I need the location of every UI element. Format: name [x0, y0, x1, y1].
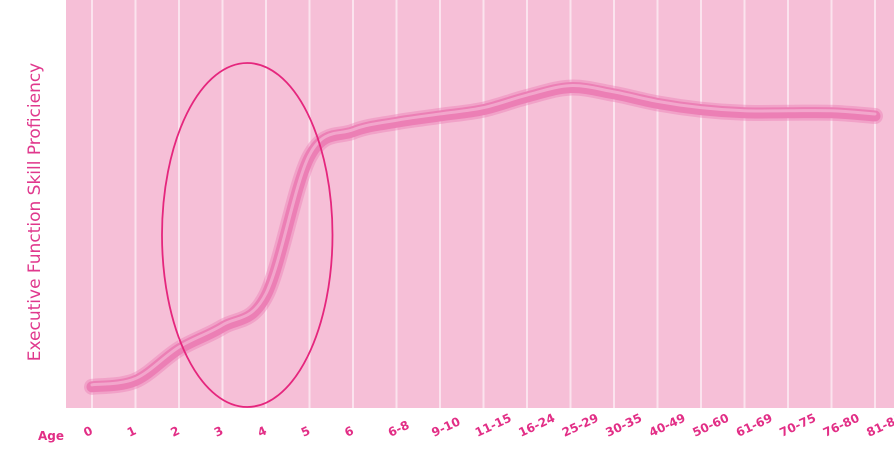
series-layer [84, 79, 883, 395]
data-point-50-60 [699, 108, 703, 112]
grid-lines [91, 0, 876, 408]
data-point-3 [221, 325, 225, 329]
x-tick-label: 4 [255, 423, 268, 439]
y-axis-title: Executive Function Skill Proficiency [25, 63, 45, 361]
x-tick-label: 16-24 [516, 411, 557, 440]
x-tick-label: 11-15 [473, 411, 514, 440]
data-point-40-49 [656, 101, 660, 105]
x-tick-labels: 0 1 2 3 4 5 6 6-8 9-10 11-15 16-24 25-29 30-35 40-49 5… [81, 411, 894, 440]
x-tick-label: 0 [81, 423, 94, 439]
x-tick-label: 81-85 [864, 411, 894, 440]
data-point-0 [90, 385, 94, 389]
data-point-81-85 [873, 114, 877, 118]
x-tick-label: 40-49 [647, 411, 688, 440]
x-tick-label: 2 [168, 423, 181, 439]
x-tick-label: 76-80 [821, 411, 862, 440]
x-tick-label: 70-75 [777, 411, 818, 440]
x-tick-label: 30-35 [603, 411, 644, 440]
x-tick-label: 61-69 [734, 411, 775, 440]
data-point-70-75 [786, 111, 790, 115]
data-point-6-8 [395, 120, 399, 124]
x-tick-label: 50-60 [690, 411, 731, 440]
series-line [86, 82, 881, 393]
data-point-16-24 [525, 95, 529, 99]
x-tick-label: 25-29 [560, 411, 601, 440]
data-point-4 [264, 294, 268, 298]
data-point-1 [134, 379, 138, 383]
data-point-6 [351, 130, 355, 134]
data-point-30-35 [612, 92, 616, 96]
data-point-9-10 [438, 114, 442, 118]
highlight-ellipse [161, 62, 334, 408]
x-axis-prefix-label: Age [38, 429, 64, 443]
data-point-25-29 [569, 86, 573, 90]
series-line-highlight [90, 84, 877, 387]
x-tick-label: 5 [299, 423, 312, 439]
x-tick-label: 3 [212, 423, 225, 439]
x-tick-label: 9-10 [429, 414, 462, 439]
data-point-2 [177, 347, 181, 351]
data-point-11-15 [482, 108, 486, 112]
data-point-76-80 [830, 111, 834, 115]
x-tick-label: 6 [342, 423, 355, 439]
x-tick-label: 6-8 [386, 418, 412, 440]
data-point-61-69 [743, 111, 747, 115]
data-point-5 [308, 155, 312, 159]
x-tick-label: 1 [125, 423, 138, 439]
